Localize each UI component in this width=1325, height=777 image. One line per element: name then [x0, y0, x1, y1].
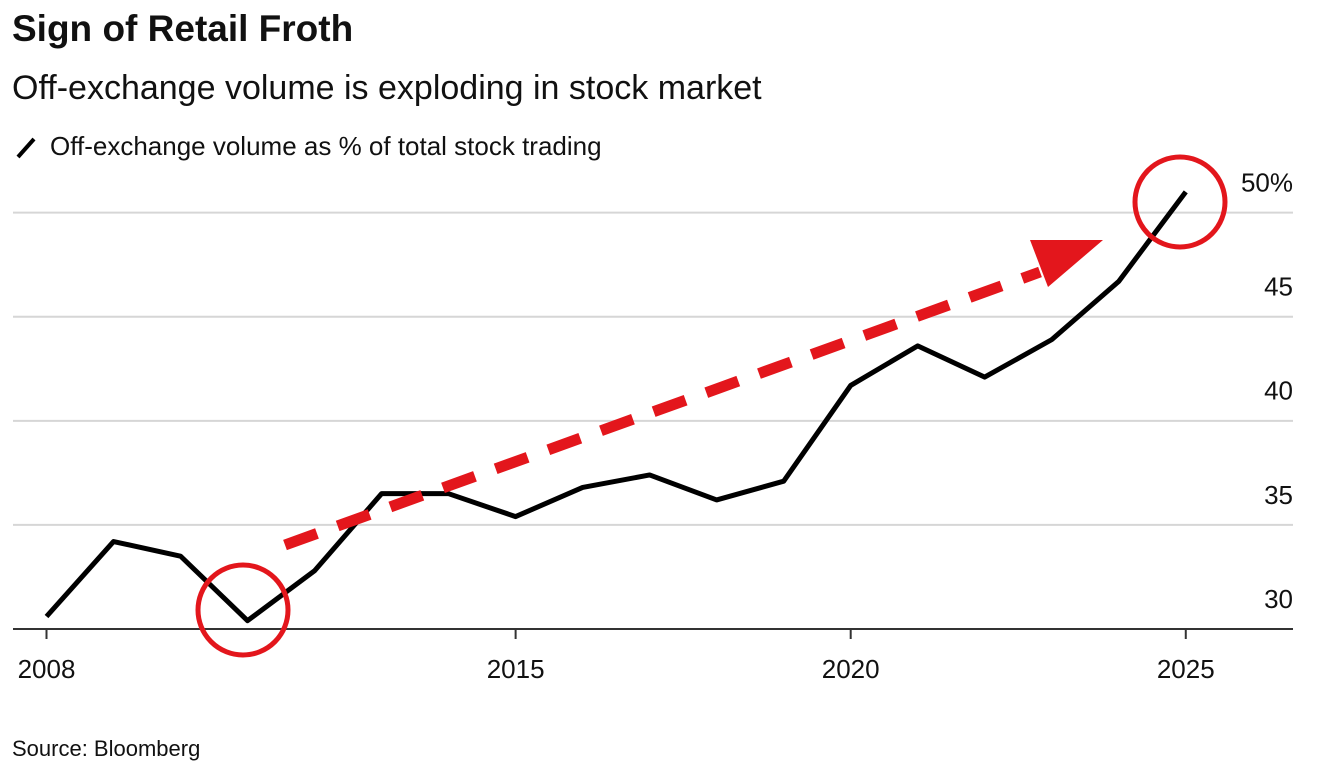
- x-tick-label: 2025: [1157, 654, 1215, 684]
- arrow-head: [1030, 240, 1103, 287]
- x-tick-label: 2015: [487, 654, 545, 684]
- y-tick-label: 50%: [1241, 168, 1293, 198]
- annotation: [195, 154, 1228, 658]
- legend-swatch: [16, 137, 36, 159]
- chart-title: Sign of Retail Froth: [12, 8, 353, 49]
- y-tick-label: 45: [1264, 272, 1293, 302]
- x-tick-label: 2020: [822, 654, 880, 684]
- y-tick-label: 35: [1264, 480, 1293, 510]
- highlight-circle: [1132, 154, 1228, 250]
- y-tick-label: 30: [1264, 584, 1293, 614]
- legend-label: Off-exchange volume as % of total stock …: [50, 131, 602, 161]
- source-note: Source: Bloomberg: [12, 736, 200, 761]
- trend-arrow: [283, 266, 1042, 551]
- plot-area: 30 35 40 45 50% 2008 2015 2020 2025: [13, 168, 1293, 684]
- chart-subtitle: Off-exchange volume is exploding in stoc…: [12, 69, 762, 107]
- x-tick-label: 2008: [18, 654, 76, 684]
- y-tick-label: 40: [1264, 376, 1293, 406]
- data-line: [44, 190, 1188, 624]
- highlight-circle: [195, 562, 291, 658]
